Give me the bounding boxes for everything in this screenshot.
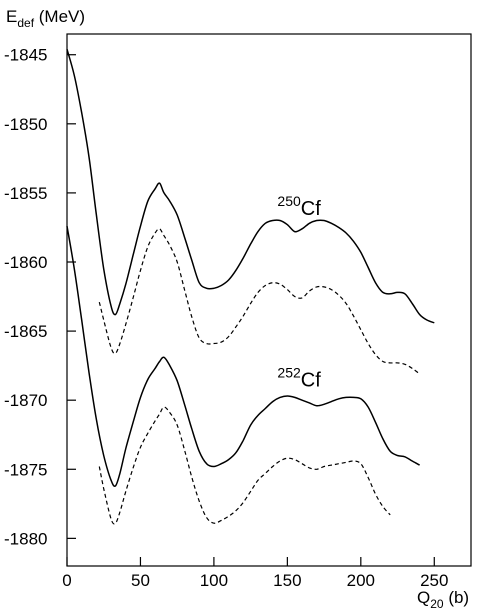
x-axis-title-sub: 20: [430, 597, 444, 611]
nucleus-mass-number: 250: [277, 193, 301, 209]
x-tick-label: 250: [420, 571, 448, 590]
y-tick-label: -1875: [4, 460, 47, 479]
y-tick-label: -1865: [4, 322, 47, 341]
y-axis-title: Edef (MeV): [6, 7, 85, 30]
series-line-dashed-3: [98, 406, 391, 525]
x-axis-title-main: Q: [417, 588, 430, 607]
x-tick-label: 0: [62, 571, 71, 590]
x-axis-title-unit: (b): [444, 588, 470, 607]
nucleus-mass-number: 252: [277, 364, 301, 380]
y-tick-label: -1855: [4, 184, 47, 203]
plot-frame: [66, 33, 472, 567]
nucleus-element: Cf: [301, 198, 321, 220]
y-tick-label: -1845: [4, 46, 47, 65]
y-tick-label: -1880: [4, 529, 47, 548]
y-axis-ticks: -1845 -1850 -1855 -1860 -1865 -1870 -1875 -1880: [4, 46, 76, 548]
series-line-dashed-1: [98, 228, 420, 375]
x-tick-label: 100: [200, 571, 228, 590]
x-axis-ticks: 0 50 100 150 200 250: [62, 557, 448, 590]
y-tick-label: -1870: [4, 391, 47, 410]
nucleus-element: Cf: [301, 369, 321, 391]
x-tick-label: 200: [347, 571, 375, 590]
series-line-solid-0: [66, 49, 435, 324]
y-axis-title-main: E: [6, 7, 17, 26]
series-line-solid-2: [66, 225, 420, 487]
y-tick-label: -1850: [4, 115, 47, 134]
x-tick-label: 150: [273, 571, 301, 590]
nucleus-label: 252Cf: [277, 364, 321, 391]
y-tick-label: -1860: [4, 253, 47, 272]
nucleus-label: 250Cf: [277, 193, 321, 220]
y-axis-title-unit: (MeV): [34, 7, 85, 26]
x-axis-title: Q20 (b): [417, 588, 469, 611]
series-layer: [66, 49, 435, 525]
y-axis-title-sub: def: [17, 16, 34, 30]
x-tick-label: 50: [131, 571, 150, 590]
